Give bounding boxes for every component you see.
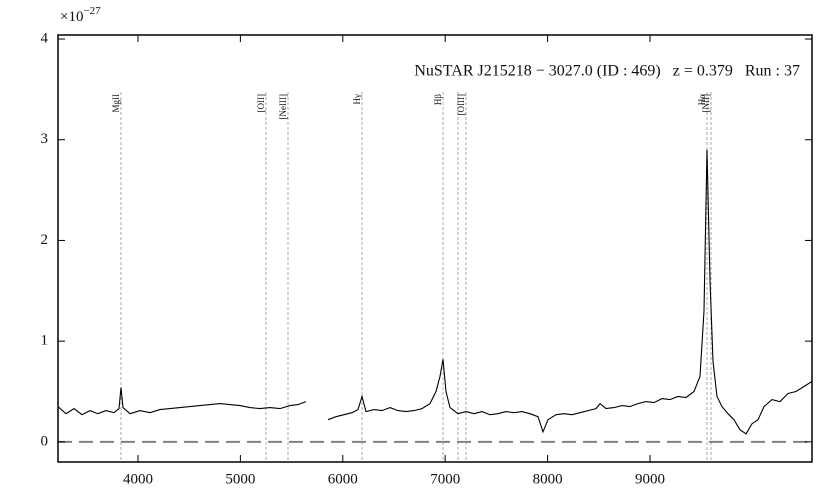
x-tick-label: 7000 bbox=[430, 471, 460, 487]
emission-label: Hα bbox=[697, 94, 707, 105]
y-tick-label: 0 bbox=[41, 433, 49, 449]
y-tick-label: 2 bbox=[41, 232, 49, 248]
emission-label: Hβ bbox=[433, 94, 443, 105]
x-tick-label: 8000 bbox=[533, 471, 563, 487]
emission-label: [OII] bbox=[256, 94, 266, 113]
plot-frame bbox=[57, 34, 813, 463]
x-tick-label: 5000 bbox=[225, 471, 255, 487]
x-tick-label: 9000 bbox=[635, 471, 665, 487]
annotation: NuSTAR J215218 − 3027.0 (ID : 469) z = 0… bbox=[414, 63, 800, 80]
y-tick-label: 4 bbox=[41, 30, 49, 46]
emission-label: [NII] bbox=[701, 94, 711, 113]
multiplier-exponent: −27 bbox=[83, 5, 101, 17]
y-multiplier: ×10−27 bbox=[60, 5, 101, 26]
y-tick-label: 3 bbox=[41, 131, 49, 147]
spectrum bbox=[57, 149, 813, 435]
emission-label: Hγ bbox=[352, 94, 362, 104]
x-tick-label: 6000 bbox=[328, 471, 358, 487]
emission-label: [NeIII] bbox=[278, 94, 288, 119]
emission-label: [OIII] bbox=[456, 94, 466, 116]
x-tick-label: 4000 bbox=[123, 471, 153, 487]
y-tick-label: 1 bbox=[41, 333, 49, 349]
emission-label: MgII bbox=[111, 94, 121, 113]
multiplier-base: ×10 bbox=[60, 9, 83, 25]
